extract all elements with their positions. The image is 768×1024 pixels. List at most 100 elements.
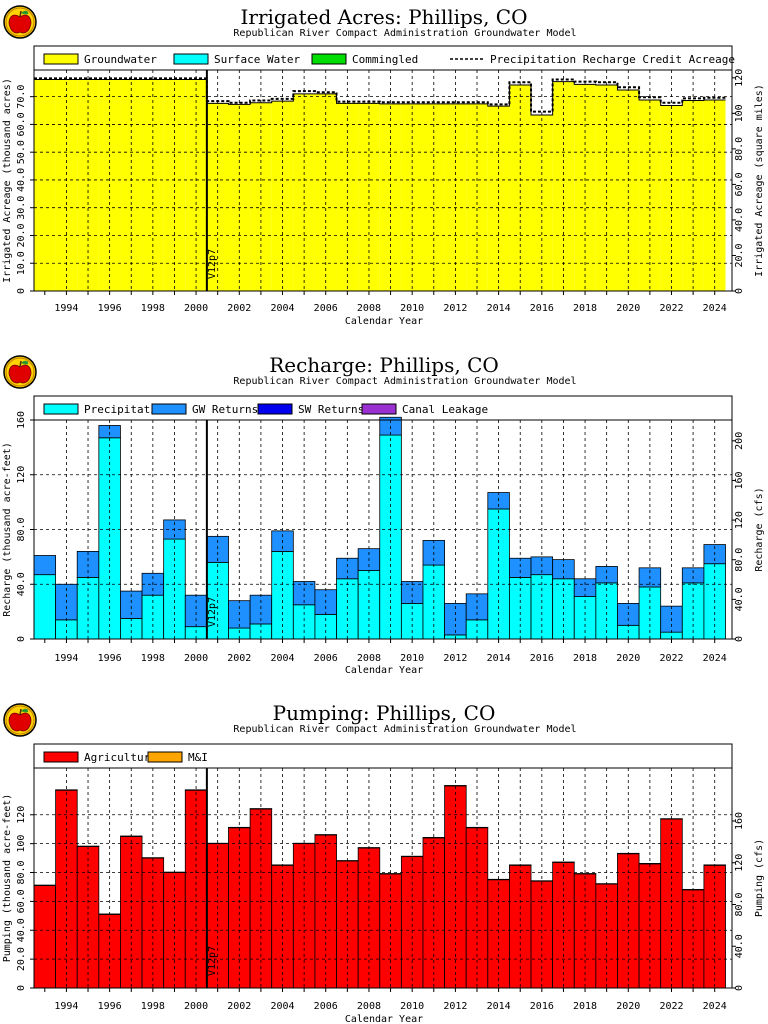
y-tick-label-right: 120 — [734, 511, 745, 529]
x-tick-label: 2010 — [400, 653, 424, 664]
y-tick-label-right: 40.0 — [734, 934, 745, 958]
apple-logo-icon — [3, 355, 37, 389]
y-tick-label-left: 160 — [16, 411, 27, 429]
version-marker-label: V12p7 — [207, 597, 218, 627]
version-marker-label: V12p7 — [207, 946, 218, 976]
legend-label-surface_water: Surface Water — [214, 53, 300, 66]
y-tick-label-left: 30.0 — [16, 196, 27, 220]
legend-swatch-precipitation — [43, 403, 79, 415]
y-axis-label-left: Recharge (thousand acre-feet) — [2, 442, 13, 617]
y-tick-label-right: 60.0 — [734, 172, 745, 196]
bar-gw_returns — [552, 559, 575, 580]
legend-swatch-canal_leakage — [361, 403, 397, 415]
area-step-groundwater — [574, 84, 596, 291]
x-tick-label: 2020 — [616, 1001, 640, 1012]
y-tick-label-left: 0 — [16, 985, 27, 991]
bar-gw_returns — [336, 557, 359, 580]
legend-swatch-groundwater — [43, 53, 79, 65]
y-tick-label-left: 70.0 — [16, 85, 27, 109]
legend-swatch-surface_water — [173, 53, 209, 65]
x-tick-label: 2006 — [314, 1001, 338, 1012]
apple-stem — [19, 708, 22, 716]
x-tick-label: 2022 — [659, 1001, 683, 1012]
area-step-groundwater — [595, 84, 618, 291]
legend-swatch-sw_returns — [257, 403, 293, 415]
apple-shape — [8, 712, 32, 732]
bar-gw_returns — [573, 578, 597, 597]
x-tick-label: 1994 — [54, 653, 78, 664]
x-tick-label: 2016 — [530, 303, 554, 314]
legend-label-groundwater: Groundwater — [84, 53, 157, 66]
y-axis-label-left: Pumping (thousand acre-feet) — [2, 794, 13, 963]
x-tick-label: 2016 — [530, 653, 554, 664]
y-tick-label-left: 50.0 — [16, 140, 27, 164]
chart-subtitle: Republican River Compact Administration … — [233, 376, 576, 387]
x-tick-label: 2000 — [184, 1001, 208, 1012]
y-tick-label-right: 120 — [734, 69, 745, 87]
y-tick-label-right: 40.0 — [734, 208, 745, 232]
x-tick-label: 2002 — [227, 653, 251, 664]
legend-label-precipitation: Precipitation — [84, 403, 170, 416]
legend-label-mi: M&I — [188, 751, 208, 764]
y-axis-label-right: Pumping (cfs) — [754, 839, 765, 917]
bar-gw_returns — [184, 594, 208, 628]
y-tick-label-right: 0 — [734, 985, 745, 991]
bar-precipitation — [357, 570, 381, 640]
bar-agricultural — [530, 880, 554, 989]
apple-stem — [19, 10, 22, 18]
x-tick-label: 2014 — [487, 653, 511, 664]
y-tick-label-left: 40.0 — [16, 572, 27, 596]
legend-swatch-commingled — [311, 53, 347, 65]
area-step-groundwater — [703, 99, 726, 291]
y-tick-label-right: 80.0 — [734, 892, 745, 916]
legend-label-gw_returns: GW Returns — [192, 403, 258, 416]
area-step-groundwater — [682, 100, 704, 292]
x-tick-label: 2024 — [703, 653, 727, 664]
y-tick-label-right: 80.0 — [734, 548, 745, 572]
x-tick-label: 2002 — [227, 303, 251, 314]
legend-label-agricultural: Agricultural — [84, 751, 163, 764]
x-tick-label: 2018 — [573, 653, 597, 664]
y-axis-label-right: Irrigated Acreage (square miles) — [754, 84, 765, 277]
area-step-groundwater — [34, 79, 56, 291]
legend-label-commingled: Commingled — [352, 53, 418, 66]
legend-swatch-gw_returns — [151, 403, 187, 415]
y-tick-label-right: 160 — [734, 471, 745, 489]
chart-subtitle: Republican River Compact Administration … — [233, 28, 576, 39]
x-tick-label: 2012 — [443, 1001, 467, 1012]
x-tick-label: 2008 — [357, 1001, 381, 1012]
y-tick-label-left: 80.0 — [16, 517, 27, 541]
chart-title: Pumping: Phillips, CO — [273, 701, 496, 725]
x-tick-label: 2006 — [314, 303, 338, 314]
apple-stem — [19, 360, 22, 368]
x-tick-label: 2012 — [443, 303, 467, 314]
x-tick-label: 2024 — [703, 303, 727, 314]
y-tick-label-right: 40.0 — [734, 587, 745, 611]
x-tick-label: 2004 — [270, 653, 294, 664]
bar-precipitation — [120, 618, 143, 640]
y-tick-label-left: 60.0 — [16, 112, 27, 136]
x-tick-label: 2016 — [530, 1001, 554, 1012]
x-tick-label: 1998 — [141, 303, 165, 314]
x-tick-label: 2022 — [659, 303, 683, 314]
x-tick-label: 2020 — [616, 303, 640, 314]
y-tick-label-left: 0 — [16, 288, 27, 294]
area-step-groundwater — [639, 99, 661, 291]
x-tick-label: 2014 — [487, 303, 511, 314]
chart-title: Irrigated Acres: Phillips, CO — [241, 5, 528, 29]
bar-agricultural — [33, 885, 57, 989]
area-step-groundwater — [509, 84, 532, 291]
x-tick-label: 1996 — [98, 1001, 122, 1012]
legend-swatch-agricultural — [43, 751, 79, 763]
x-tick-label: 2002 — [227, 1001, 251, 1012]
plot-border — [33, 69, 733, 292]
x-tick-label: 2020 — [616, 653, 640, 664]
x-tick-label: 1994 — [54, 303, 78, 314]
y-tick-label-right: 0 — [734, 636, 745, 642]
y-tick-label-left: 20.0 — [16, 223, 27, 247]
x-tick-label: 1994 — [54, 1001, 78, 1012]
bar-agricultural — [314, 834, 337, 989]
y-tick-label-left: 120 — [16, 466, 27, 484]
x-tick-label: 1996 — [98, 653, 122, 664]
